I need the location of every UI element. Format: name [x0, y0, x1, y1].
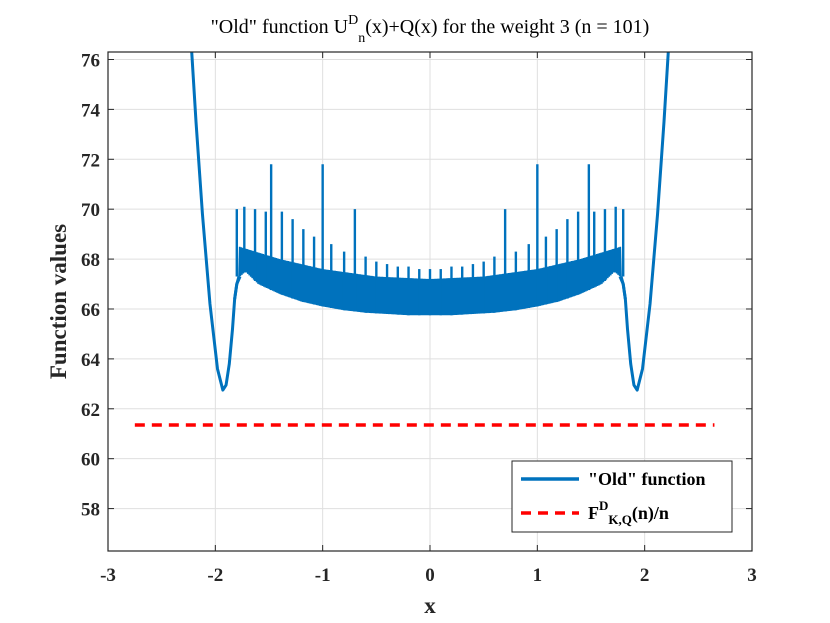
y-tick-label: 62 — [81, 400, 100, 421]
ticks: -3 -2 -1 0 1 2 3 58 60 62 64 66 68 70 72 74 76 — [81, 50, 757, 586]
old-function-join-left — [233, 276, 241, 300]
legend-box — [511, 460, 733, 533]
legend-label-f-suffix: (n)/n — [632, 503, 669, 524]
x-tick-label: -1 — [315, 565, 331, 586]
x-tick-label: -2 — [207, 565, 223, 586]
chart-title: "Old" function UDn(x)+Q(x) for the weigh… — [211, 13, 650, 46]
chart-title-prefix: "Old" function U — [211, 16, 349, 38]
x-axis-label: x — [424, 593, 436, 618]
legend-label-f-sup: D — [599, 498, 608, 513]
y-axis-label: Function values — [46, 224, 71, 379]
x-tick-label: 3 — [747, 565, 757, 586]
y-tick-label: 72 — [81, 150, 100, 171]
y-tick-label: 74 — [81, 100, 101, 121]
y-tick-label: 64 — [81, 350, 101, 371]
y-tick-label: 76 — [81, 50, 100, 71]
chart-title-sup: D — [348, 13, 358, 28]
x-tick-label: 0 — [425, 565, 435, 586]
y-tick-label: 70 — [81, 200, 100, 221]
legend: "Old" function FDK,Q(n)/n — [511, 460, 733, 533]
legend-label-f-main: F — [588, 503, 599, 523]
y-tick-label: 58 — [81, 500, 100, 521]
y-tick-label: 60 — [81, 450, 100, 471]
chart-title-sub: n — [358, 31, 365, 46]
y-tick-label: 68 — [81, 250, 100, 271]
y-tick-label: 66 — [81, 300, 100, 321]
legend-label-old-function: "Old" function — [588, 469, 706, 489]
legend-label-f-kq: FDK,Q(n)/n — [588, 498, 669, 527]
series-layer — [134, 52, 715, 427]
legend-label-f-sub: K,Q — [608, 512, 631, 527]
old-function-join-right — [619, 276, 627, 300]
x-tick-label: -3 — [100, 565, 116, 586]
chart-title-suffix: (x)+Q(x) for the weight 3 (n = 101) — [365, 16, 649, 38]
x-tick-label: 2 — [640, 565, 650, 586]
x-tick-label: 1 — [533, 565, 543, 586]
